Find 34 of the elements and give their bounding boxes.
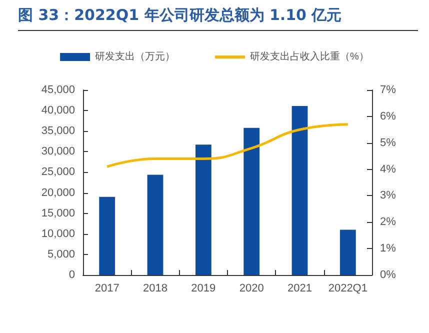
y-tick-label: 10,000	[41, 228, 75, 240]
y-tick-label: 15,000	[41, 207, 75, 220]
y-tick-label: 0	[68, 269, 75, 281]
y2-tick-label: 2%	[380, 216, 396, 228]
bar	[99, 196, 116, 275]
y2-tick-label: 1%	[380, 242, 396, 255]
y-tick-label: 20,000	[41, 186, 75, 199]
y-tick-label: 35,000	[41, 125, 75, 138]
y-tick-label: 5,000	[47, 248, 75, 260]
y2-tick-label: 7%	[380, 84, 396, 96]
legend-label: 研发支出（万元）	[95, 50, 176, 62]
x-tick-label: 2021	[288, 282, 312, 294]
bar	[195, 144, 212, 275]
x-tick-label: 2020	[239, 282, 264, 294]
y-tick-label: 40,000	[41, 104, 75, 117]
x-tick-label: 2022Q1	[328, 282, 368, 294]
x-tick-label: 2017	[94, 282, 120, 294]
bar	[244, 128, 260, 275]
legend-label: 研发支出占收入比重（%）	[250, 50, 369, 62]
x-tick-label: 2018	[143, 282, 168, 294]
y-tick-label: 45,000	[41, 84, 75, 96]
bar	[292, 106, 308, 275]
bar	[147, 174, 164, 275]
y2-tick-label: 4%	[380, 163, 396, 176]
y2-tick-label: 3%	[380, 190, 396, 202]
y2-tick-label: 6%	[380, 110, 396, 122]
bar	[340, 230, 356, 275]
line-series	[106, 123, 350, 168]
y2-tick-label: 0%	[380, 269, 396, 281]
y2-tick-label: 5%	[380, 136, 396, 149]
y-tick-label: 25,000	[41, 166, 75, 178]
chart-title: 图 33：2022Q1 年公司研发总额为 1.10 亿元	[18, 6, 418, 31]
y-tick-label: 30,000	[41, 146, 75, 158]
x-tick-label: 2019	[191, 282, 216, 294]
